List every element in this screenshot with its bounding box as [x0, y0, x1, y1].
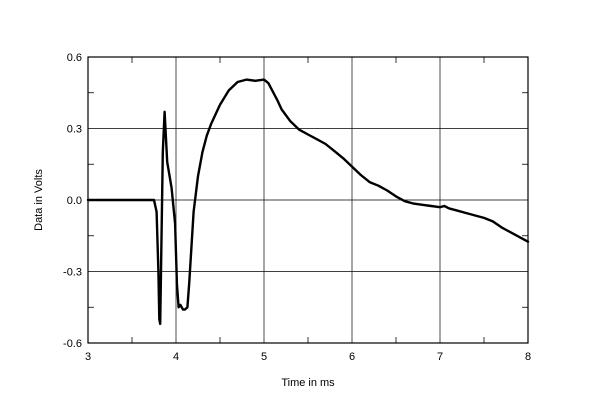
x-tick-label: 3	[85, 351, 91, 363]
y-tick-label: 0.3	[67, 124, 82, 136]
y-axis-label: Data in Volts	[33, 169, 45, 231]
y-tick-label: 0.0	[67, 195, 82, 207]
x-tick-label: 7	[437, 351, 443, 363]
x-tick-label: 6	[349, 351, 355, 363]
x-tick-label: 5	[261, 351, 267, 363]
x-tick-labels: 3 4 5 6 7 8	[85, 351, 531, 363]
x-axis-label: Time in ms	[281, 377, 335, 389]
data-series-line	[86, 78, 530, 326]
y-tick-label: 0.6	[67, 52, 82, 64]
x-tick-label: 4	[173, 351, 179, 363]
y-tick-label: -0.3	[63, 267, 82, 279]
x-tick-label: 8	[525, 351, 531, 363]
y-tick-labels: -0.6 -0.3 0.0 0.3 0.6	[63, 52, 82, 350]
y-tick-label: -0.6	[63, 338, 82, 350]
minor-ticks	[88, 57, 528, 343]
